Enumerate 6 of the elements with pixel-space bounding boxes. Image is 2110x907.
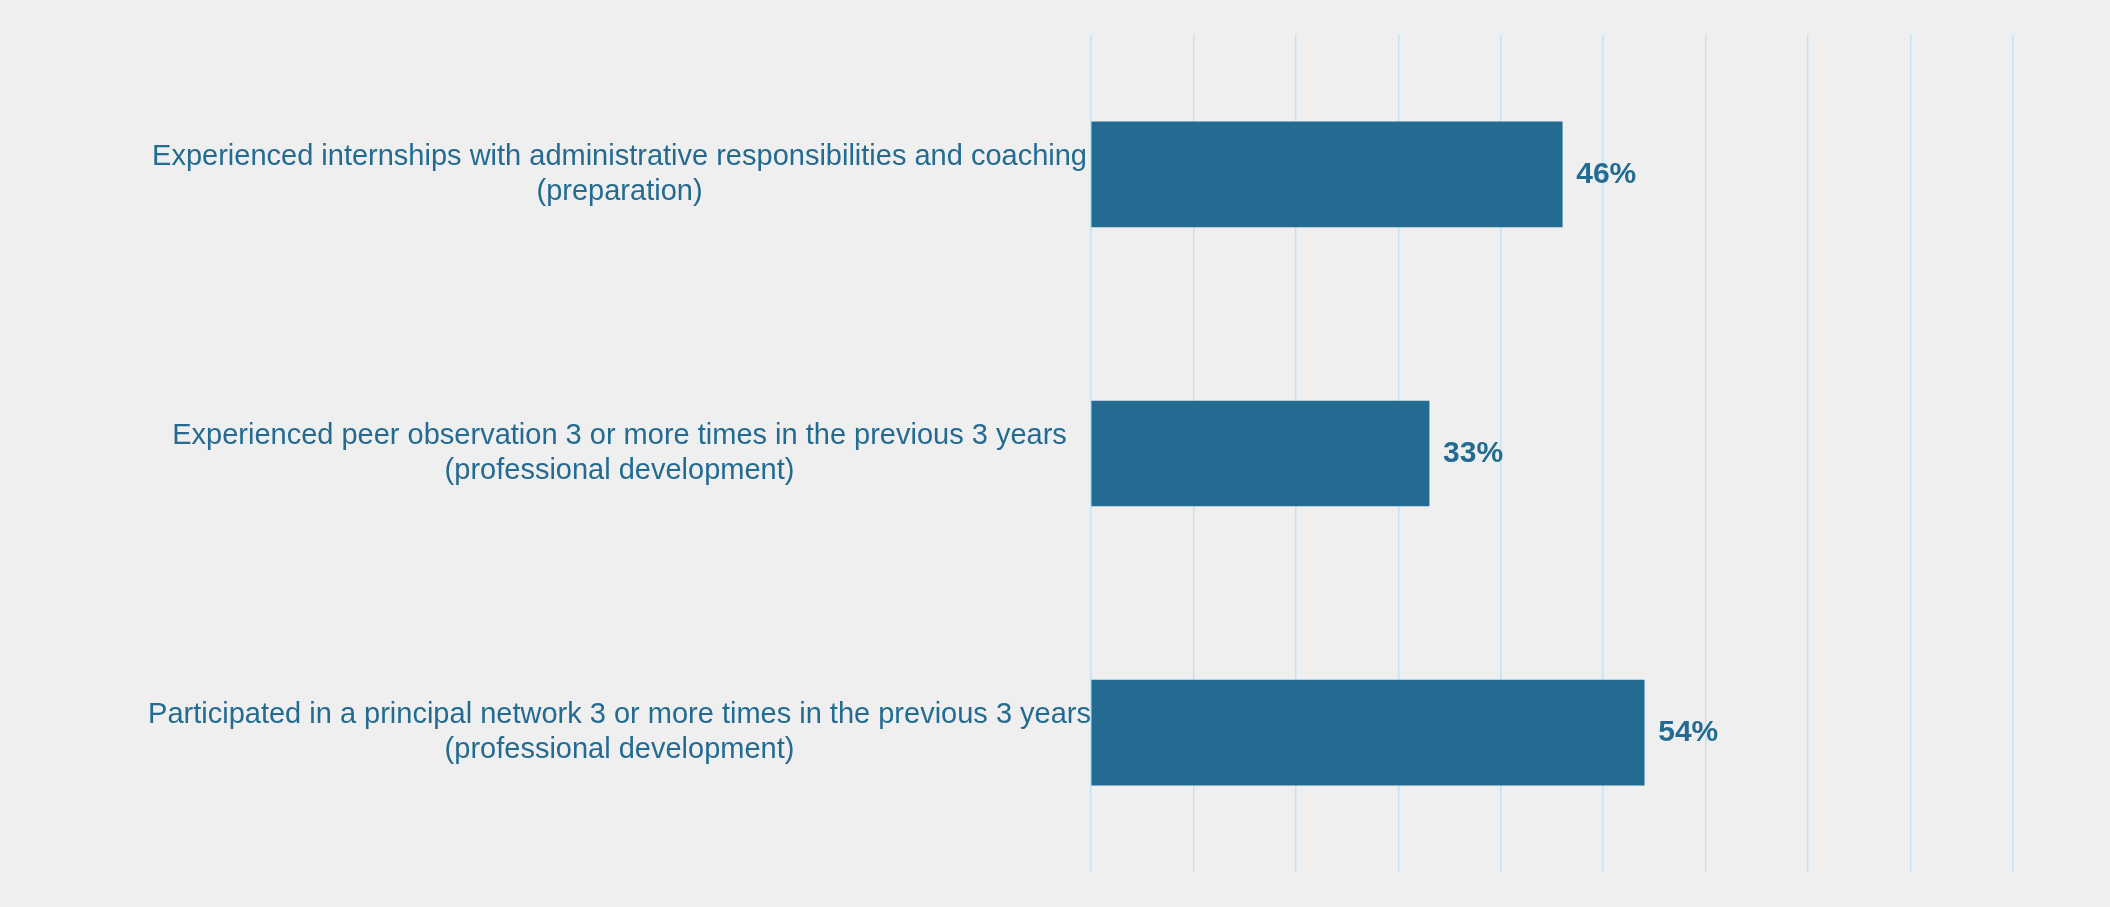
y-tick-label: Experienced internships with administrative responsibilities and coaching (preparation) — [152, 138, 1088, 206]
data-label: 54% — [1658, 713, 1719, 747]
data-label: 33% — [1443, 434, 1504, 468]
y-tick-label: Experienced peer observation 3 or more times in the previous 3 years (professional development) — [172, 418, 1067, 485]
y-tick-label: Participated in a principal network 3 or more times in the previous 3 years (professional development) — [148, 697, 1092, 765]
data-label: 46% — [1576, 155, 1637, 189]
